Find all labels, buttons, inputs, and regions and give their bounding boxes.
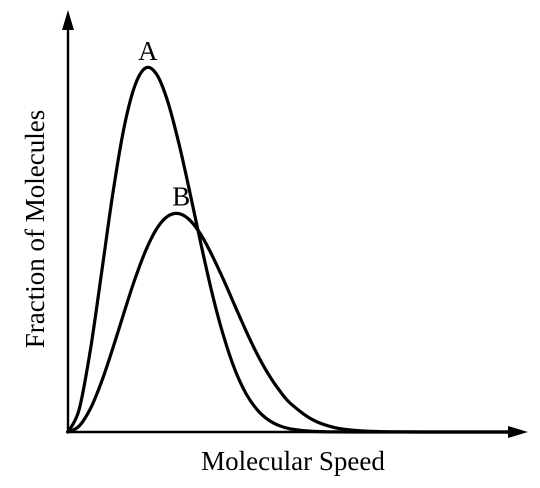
x-axis-title: Molecular Speed (201, 446, 385, 476)
series-line-b (66, 211, 515, 434)
y-axis-title: Fraction of Molecules (20, 110, 50, 348)
series-label-a: A (138, 36, 158, 66)
plot-area: AB (62, 10, 528, 438)
series-line-a (66, 65, 515, 434)
x-axis-arrow (508, 426, 528, 438)
series-label-b: B (172, 182, 190, 212)
series-layer: AB (66, 36, 515, 434)
y-axis-arrow (62, 10, 74, 30)
